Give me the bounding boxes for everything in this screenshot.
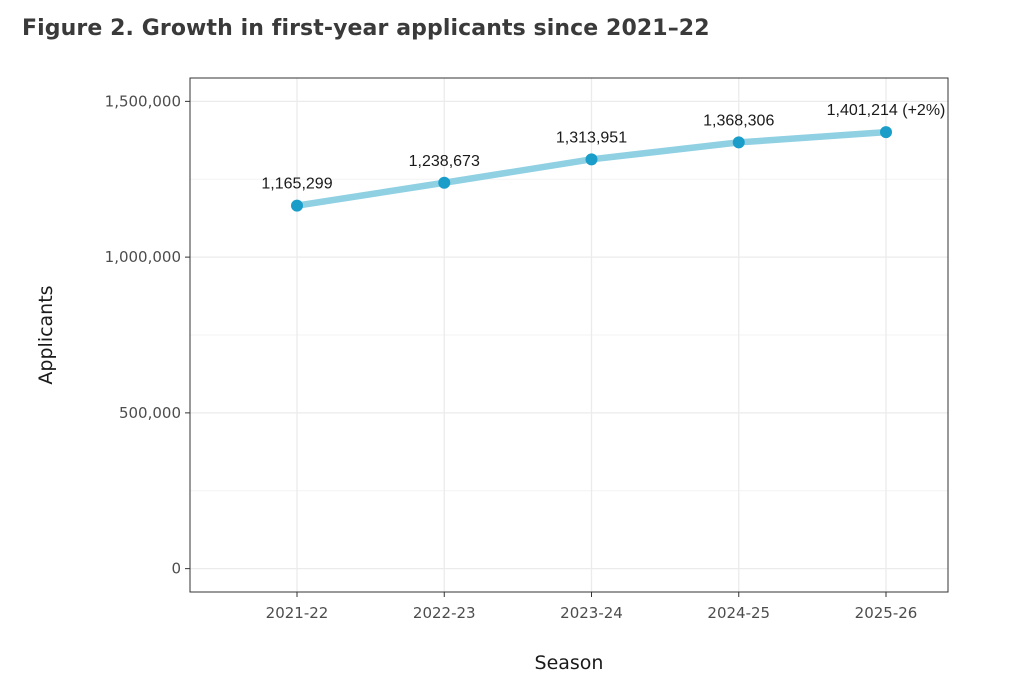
x-axis: 2021-22 2022-23 2023-24 2024-25 2025-26 [266,592,918,622]
data-point [880,126,892,139]
y-tick-label: 1,500,000 [105,92,181,110]
data-label: 1,238,673 [409,153,480,170]
data-point [291,199,303,212]
data-label: 1,368,306 [703,112,774,129]
data-label: 1,165,299 [261,176,332,193]
x-tick-label: 2022-23 [413,604,476,622]
data-labels: 1,165,299 1,238,673 1,313,951 1,368,306 1,40… [261,102,945,192]
data-point [732,136,745,149]
x-axis-title: Season [535,652,604,674]
y-tick-label: 1,000,000 [105,248,181,266]
y-axis: 0 500,000 1,000,000 1,500,000 [105,92,190,578]
y-tick-label: 500,000 [119,404,181,422]
y-tick-label: 0 [171,560,181,578]
figure-title: Figure 2. Growth in first-year applicant… [22,16,710,41]
data-point [585,153,598,166]
y-axis-title: Applicants [35,285,57,384]
major-gridlines [190,78,948,592]
x-tick-label: 2024-25 [707,604,770,622]
x-tick-label: 2025-26 [855,604,918,622]
applicants-series [291,126,892,212]
data-label: 1,313,951 [556,129,627,146]
minor-gridlines [190,178,948,492]
x-tick-label: 2023-24 [560,604,623,622]
plot-panel-border [189,77,949,593]
data-label: 1,401,214 (+2%) [827,102,946,119]
x-tick-label: 2021-22 [266,604,329,622]
data-point [438,176,451,189]
